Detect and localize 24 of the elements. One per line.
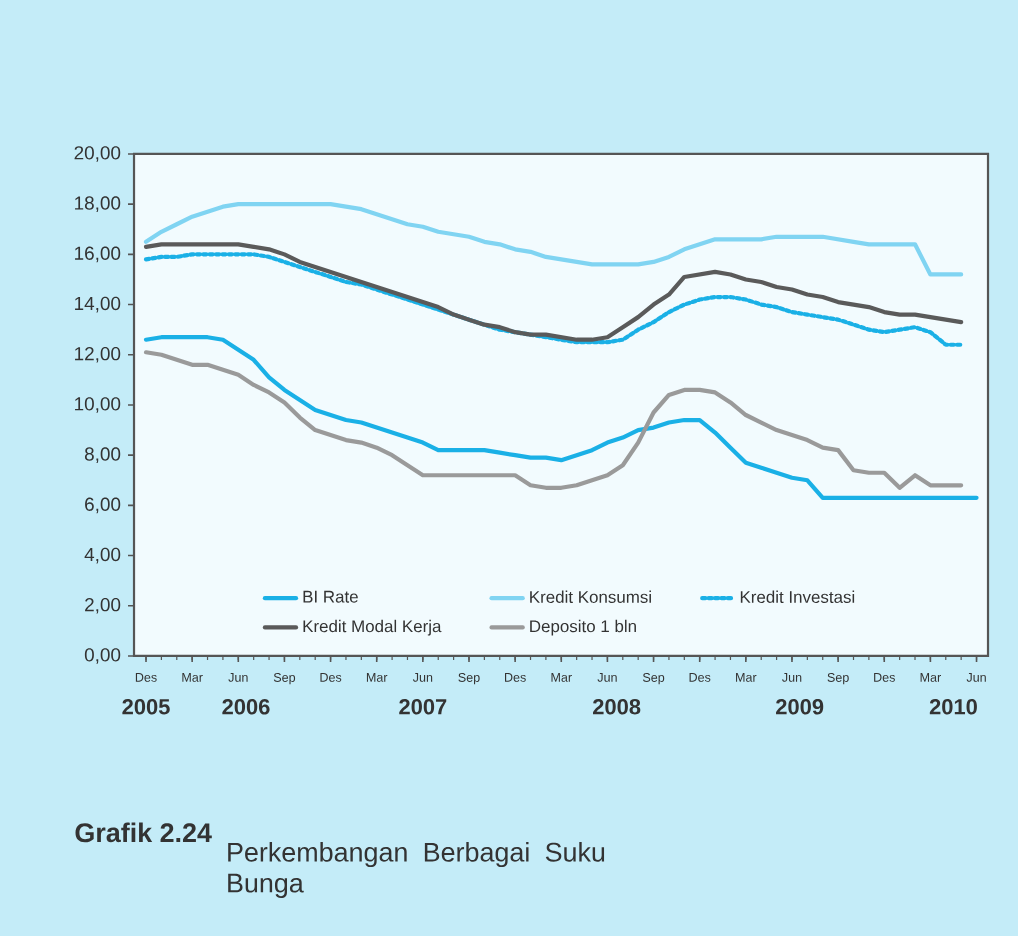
legend-label: BI Rate <box>303 590 358 603</box>
text: 2009 <box>776 699 824 715</box>
text: 2007 <box>399 699 447 715</box>
y-tick-label: 18,00 <box>75 196 121 212</box>
y-tick-label: 16,00 <box>75 246 121 263</box>
text: Grafik 2.24 <box>75 822 212 843</box>
y-tick-label: 20,00 <box>74 146 121 162</box>
y-tick-label: 8,00 <box>84 447 121 463</box>
y-tick-label: 14,00 <box>75 296 121 313</box>
y-tick-label: 2,00 <box>85 597 121 614</box>
text: 2010 <box>929 699 977 715</box>
text: 2005 <box>122 699 170 715</box>
text: 2006 <box>222 699 270 715</box>
legend-label: Kredit Konsumsi <box>530 590 651 603</box>
y-tick-label: 10,00 <box>75 397 121 413</box>
legend-label: Kredit Investasi <box>740 590 855 603</box>
y-tick-label: 12,00 <box>75 346 121 363</box>
legend-label: Deposito 1 bln <box>530 619 636 636</box>
text: Perkembangan Berbagai Suku Bunga <box>228 841 605 898</box>
y-tick-label: 4,00 <box>84 547 121 564</box>
y-tick-label: 0,00 <box>84 648 121 664</box>
legend-label: Kredit Modal Kerja <box>303 619 442 636</box>
text: 2008 <box>593 699 641 715</box>
y-tick-label: 6,00 <box>85 497 121 514</box>
